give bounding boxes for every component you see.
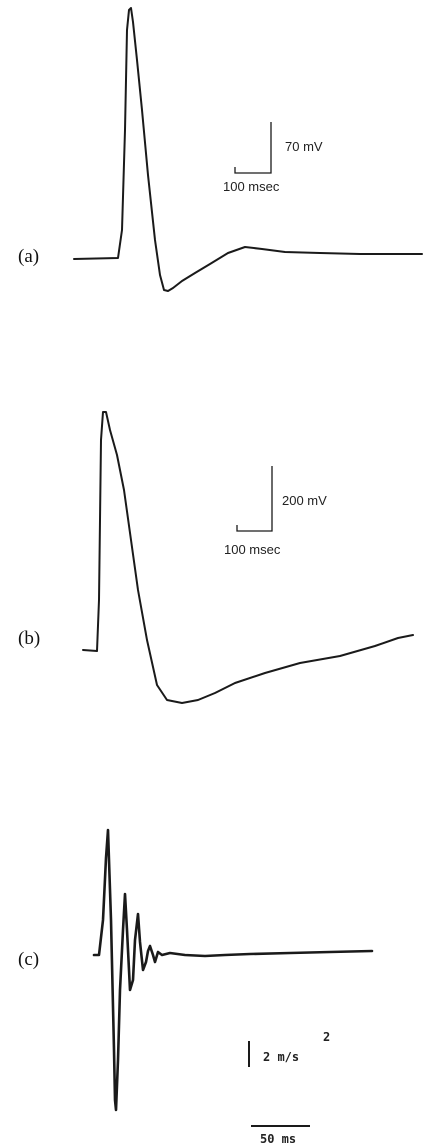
trace-c [92,828,374,1112]
scale-y-superscript-c: 2 [323,1030,330,1044]
panel-label-b: (b) [18,628,40,649]
scale-y-label-c: 2 m/s [263,1050,299,1064]
scale-x-label-a: 100 msec [223,179,280,194]
panel-label-a: (a) [18,246,39,267]
panel-b: (b) 200 mV 100 msec [18,411,414,704]
panel-c: (c) 2 m/s 2 50 ms [18,828,374,1146]
scale-x-label-c: 50 ms [260,1132,296,1146]
scale-x-label-b: 100 msec [224,542,281,557]
trace-b [82,411,414,704]
panel-a: (a) 70 mV 100 msec [18,7,423,292]
panel-label-c: (c) [18,949,39,970]
scalebar-a [234,122,272,174]
trace-a [73,7,423,292]
scale-y-label-a: 70 mV [285,139,323,154]
scale-y-label-b: 200 mV [282,493,327,508]
scalebar-b [236,466,273,532]
